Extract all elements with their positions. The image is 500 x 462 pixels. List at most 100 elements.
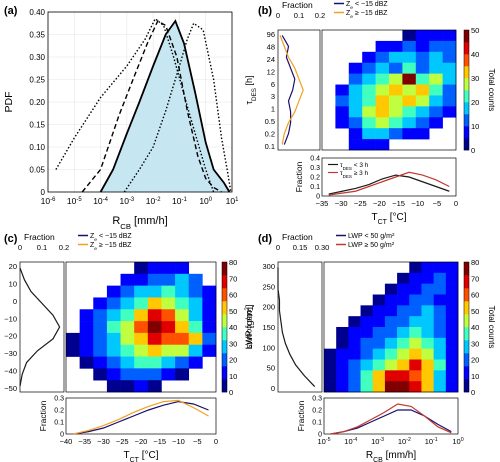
label-part: T (123, 450, 129, 461)
heatmap-cell (161, 321, 176, 334)
y-tick-label: 0 (41, 188, 46, 197)
heatmap-cell (120, 309, 135, 322)
heatmap-frame (65, 261, 217, 393)
colorbar-segment (464, 126, 469, 139)
heatmap-cell (415, 106, 430, 118)
label-part: DES (251, 88, 258, 101)
colorbar-tick-label: 60 (229, 291, 237, 300)
heatmap-cell (188, 344, 203, 357)
label-part: 10 (119, 196, 129, 206)
colorbar-segment (464, 30, 469, 43)
y-tick-label: 3 (271, 92, 275, 101)
label-part: < −15 dBZ (353, 1, 388, 8)
colorbar-segment (464, 138, 469, 151)
heatmap-cell (433, 348, 447, 360)
heatmap-cell (161, 356, 176, 369)
heatmap-cell (175, 356, 190, 369)
colorbar-tick-label: 20 (471, 356, 479, 365)
legend-label: LWP < 50 g/m2 (348, 232, 395, 241)
label-part: 10 (398, 437, 406, 446)
heatmap-cell (348, 139, 363, 151)
label-part: e (94, 238, 97, 243)
heatmap-cell (348, 62, 363, 74)
heatmap-cell (147, 344, 162, 357)
x-tick-label: −35 (78, 437, 91, 446)
colorbar-tick-label: 30 (471, 74, 479, 83)
x-tick-label: 10-3 (119, 196, 134, 206)
colorbar-tick-label: 10 (471, 122, 479, 131)
label-part: < 3 h (352, 162, 369, 169)
label-part: -2 (406, 437, 411, 443)
x-tick-label: 10-5 (67, 196, 82, 206)
colorbar-segment (464, 78, 469, 91)
label-part: 10 (226, 196, 236, 206)
heatmap-cell (175, 344, 190, 357)
heatmap-cell (202, 297, 217, 310)
x-tick-label: −5 (193, 437, 202, 446)
bottom-y-tick-label: 0.3 (54, 396, 64, 403)
y-tick-label: 0.40 (29, 8, 45, 17)
heatmap-cell (397, 272, 410, 284)
label-part: 2 (244, 307, 251, 311)
colorbar-segment (464, 353, 469, 367)
heatmap-cell (202, 285, 217, 298)
x-axis-label: TCT [°C] (123, 450, 158, 462)
heatmap-cell (433, 316, 447, 328)
label-part: T (371, 212, 377, 223)
label-part: Z (90, 233, 95, 240)
heatmap-cell (66, 344, 80, 357)
pdf-fill-area (100, 21, 230, 192)
heatmap-cell (134, 309, 149, 322)
label-part: 2 (392, 241, 395, 247)
heatmap-cell (362, 73, 376, 85)
heatmap-cell (384, 381, 398, 393)
y-tick-label: 300 (262, 262, 275, 271)
side-panel-title: Fraction (282, 232, 313, 242)
heatmap-cell (375, 84, 390, 96)
x-tick-label: 10-5 (317, 437, 330, 446)
side-panel-frame (277, 261, 323, 393)
x-axis-label: RCB [mm/h] (112, 215, 167, 231)
colorbar-tick-label: 50 (229, 307, 237, 316)
colorbar-segment (464, 301, 469, 315)
bottom-y-tick-label: 0.2 (312, 408, 322, 415)
heatmap-cell (120, 332, 135, 346)
colorbar-segment (222, 262, 227, 276)
x-tick-label: 100 (199, 196, 212, 206)
heatmap-cell (445, 327, 459, 339)
heatmap-cell (161, 368, 176, 381)
heatmap-cell (161, 262, 176, 275)
side-panel-title: Fraction (24, 232, 55, 242)
heatmap-cell (442, 84, 457, 96)
heatmap-cell (147, 332, 162, 346)
heatmap-cell (93, 344, 108, 357)
label-part: [mm/h] (383, 450, 417, 461)
label-part: Z (90, 242, 95, 249)
bottom-legend-label: τDES ≥ 3 h (340, 170, 369, 179)
x-tick-label: −20 (373, 199, 386, 208)
heatmap-cell (348, 117, 363, 129)
label-part: -1 (182, 197, 188, 203)
heatmap-cell (389, 51, 403, 64)
y-tick-label: 0.10 (29, 143, 45, 152)
colorbar-tick-label: 20 (471, 98, 479, 107)
colorbar-label: Total counts (487, 69, 496, 112)
label-part: -5 (76, 197, 82, 203)
heatmap-cell (79, 344, 94, 357)
heatmap-cell (384, 337, 398, 349)
heatmap-cell (445, 305, 459, 317)
heatmap-cell (336, 348, 349, 360)
heatmap-cell (93, 297, 108, 310)
label-part: -2 (155, 197, 160, 203)
heatmap-cell (188, 285, 203, 298)
heatmap-cell (134, 344, 149, 357)
label-part: 1 (235, 197, 239, 203)
heatmap-cell (375, 73, 390, 85)
heatmap-cell (421, 294, 434, 306)
label-part: 10 (146, 196, 156, 206)
heatmap-cell (324, 381, 337, 393)
side-profile-line (279, 35, 304, 145)
x-tick-label: 0 (214, 437, 218, 446)
heatmap-cell (415, 84, 430, 96)
